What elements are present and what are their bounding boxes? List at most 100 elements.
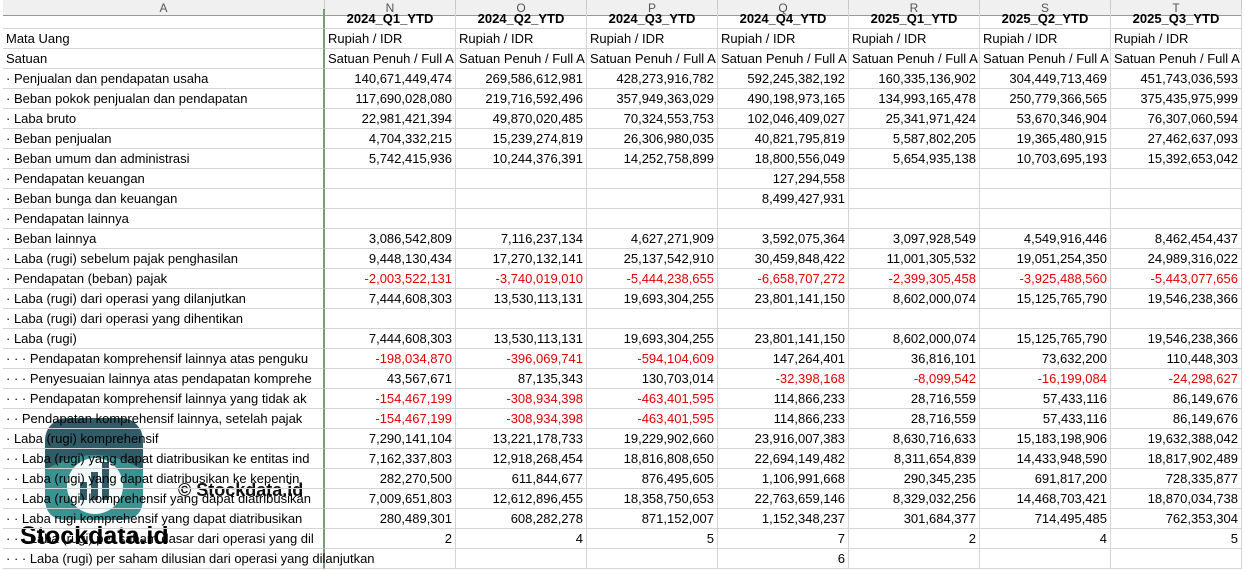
column-header: 2024_Q1_YTD	[325, 9, 456, 29]
cell: 17,270,132,141	[456, 249, 587, 269]
cell: -594,104,609	[587, 349, 718, 369]
cell	[849, 309, 980, 329]
cell: 130,703,014	[587, 369, 718, 389]
cell: 250,779,366,565	[980, 89, 1111, 109]
cell: 7,444,608,303	[325, 289, 456, 309]
cell: 19,632,388,042	[1111, 429, 1242, 449]
column-letter: Q	[718, 0, 849, 16]
cell: 127,294,558	[718, 169, 849, 189]
cell: 15,392,653,042	[1111, 149, 1242, 169]
cell: 13,530,113,131	[456, 289, 587, 309]
row-label: · · Pendapatan komprehensif lainnya, set…	[3, 409, 325, 429]
cell: 428,273,916,782	[587, 69, 718, 89]
cell: 10,703,695,193	[980, 149, 1111, 169]
cell: 76,307,060,594	[1111, 109, 1242, 129]
cell: 7,444,608,303	[325, 329, 456, 349]
cell: 5,654,935,138	[849, 149, 980, 169]
row-label: · Beban bunga dan keuangan	[3, 189, 325, 209]
cell: -3,740,019,010	[456, 269, 587, 289]
cell: 375,435,975,999	[1111, 89, 1242, 109]
cell: 134,993,165,478	[849, 89, 980, 109]
cell: Satuan Penuh / Full A	[980, 49, 1111, 69]
row-label: Satuan	[3, 49, 325, 69]
cell: 18,817,902,489	[1111, 449, 1242, 469]
cell: 110,448,303	[1111, 349, 1242, 369]
cell: 12,612,896,455	[456, 489, 587, 509]
cell: 219,716,592,496	[456, 89, 587, 109]
cell: 3,086,542,809	[325, 229, 456, 249]
cell: 18,800,556,049	[718, 149, 849, 169]
cell: 8,499,427,931	[718, 189, 849, 209]
cell	[456, 309, 587, 329]
cell: 4,549,916,446	[980, 229, 1111, 249]
column-header: 2024_Q3_YTD	[587, 9, 718, 29]
cell	[849, 549, 980, 569]
row-label: · · · Laba (rugi) per saham dasar dari o…	[3, 529, 325, 549]
cell: 3,097,928,549	[849, 229, 980, 249]
cell: 25,137,542,910	[587, 249, 718, 269]
cell: Satuan Penuh / Full A	[1111, 49, 1242, 69]
cell: 24,989,316,022	[1111, 249, 1242, 269]
cell	[587, 169, 718, 189]
cell: -463,401,595	[587, 389, 718, 409]
column-letter: O	[456, 0, 587, 16]
cell	[325, 549, 456, 569]
cell: 608,282,278	[456, 509, 587, 529]
cell	[325, 209, 456, 229]
column-letter: P	[587, 0, 718, 16]
cell: 1,152,348,237	[718, 509, 849, 529]
column-header: 2025_Q3_YTD	[1111, 9, 1242, 29]
cell: 19,693,304,255	[587, 329, 718, 349]
cell: 102,046,409,027	[718, 109, 849, 129]
cell: 19,546,238,366	[1111, 289, 1242, 309]
cell: 290,345,235	[849, 469, 980, 489]
cell	[587, 189, 718, 209]
cell: 114,866,233	[718, 409, 849, 429]
cell: -463,401,595	[587, 409, 718, 429]
cell: 1,106,991,668	[718, 469, 849, 489]
cell: -32,398,168	[718, 369, 849, 389]
cell: 12,918,268,454	[456, 449, 587, 469]
cell: -16,199,084	[980, 369, 1111, 389]
cell: 53,670,346,904	[980, 109, 1111, 129]
cell: Rupiah / IDR	[980, 29, 1111, 49]
cell: 25,341,971,424	[849, 109, 980, 129]
cell: -5,443,077,656	[1111, 269, 1242, 289]
cell: 22,981,421,394	[325, 109, 456, 129]
cell: 43,567,671	[325, 369, 456, 389]
cell	[849, 189, 980, 209]
cell: 117,690,028,080	[325, 89, 456, 109]
cell: 871,152,007	[587, 509, 718, 529]
cell: -24,298,627	[1111, 369, 1242, 389]
cell	[849, 169, 980, 189]
cell	[718, 209, 849, 229]
row-label: · · Laba (rugi) komprehensif yang dapat …	[3, 489, 325, 509]
cell	[1111, 209, 1242, 229]
cell: -8,099,542	[849, 369, 980, 389]
cell	[849, 209, 980, 229]
cell: 57,433,116	[980, 409, 1111, 429]
cell: Satuan Penuh / Full A	[325, 49, 456, 69]
row-label: · Laba (rugi) sebelum pajak penghasilan	[3, 249, 325, 269]
cell: 4	[980, 529, 1111, 549]
row-label: · · Laba (rugi) yang dapat diatribusikan…	[3, 469, 325, 489]
cell: 18,870,034,738	[1111, 489, 1242, 509]
cell: 26,306,980,035	[587, 129, 718, 149]
cell	[325, 189, 456, 209]
cell: 14,252,758,899	[587, 149, 718, 169]
cell: Rupiah / IDR	[1111, 29, 1242, 49]
cell: 5,587,802,205	[849, 129, 980, 149]
cell: -154,467,199	[325, 409, 456, 429]
cell: 140,671,449,474	[325, 69, 456, 89]
cell: 23,801,141,150	[718, 289, 849, 309]
cell: 49,870,020,485	[456, 109, 587, 129]
cell: Satuan Penuh / Full A	[849, 49, 980, 69]
cell: 6	[718, 549, 849, 569]
cell: -3,925,488,560	[980, 269, 1111, 289]
row-label: · · · Laba (rugi) per saham dilusian dar…	[3, 549, 375, 569]
cell: 8,602,000,074	[849, 289, 980, 309]
cell: 18,358,750,653	[587, 489, 718, 509]
cell: 876,495,605	[587, 469, 718, 489]
cell	[587, 209, 718, 229]
cell: 114,866,233	[718, 389, 849, 409]
